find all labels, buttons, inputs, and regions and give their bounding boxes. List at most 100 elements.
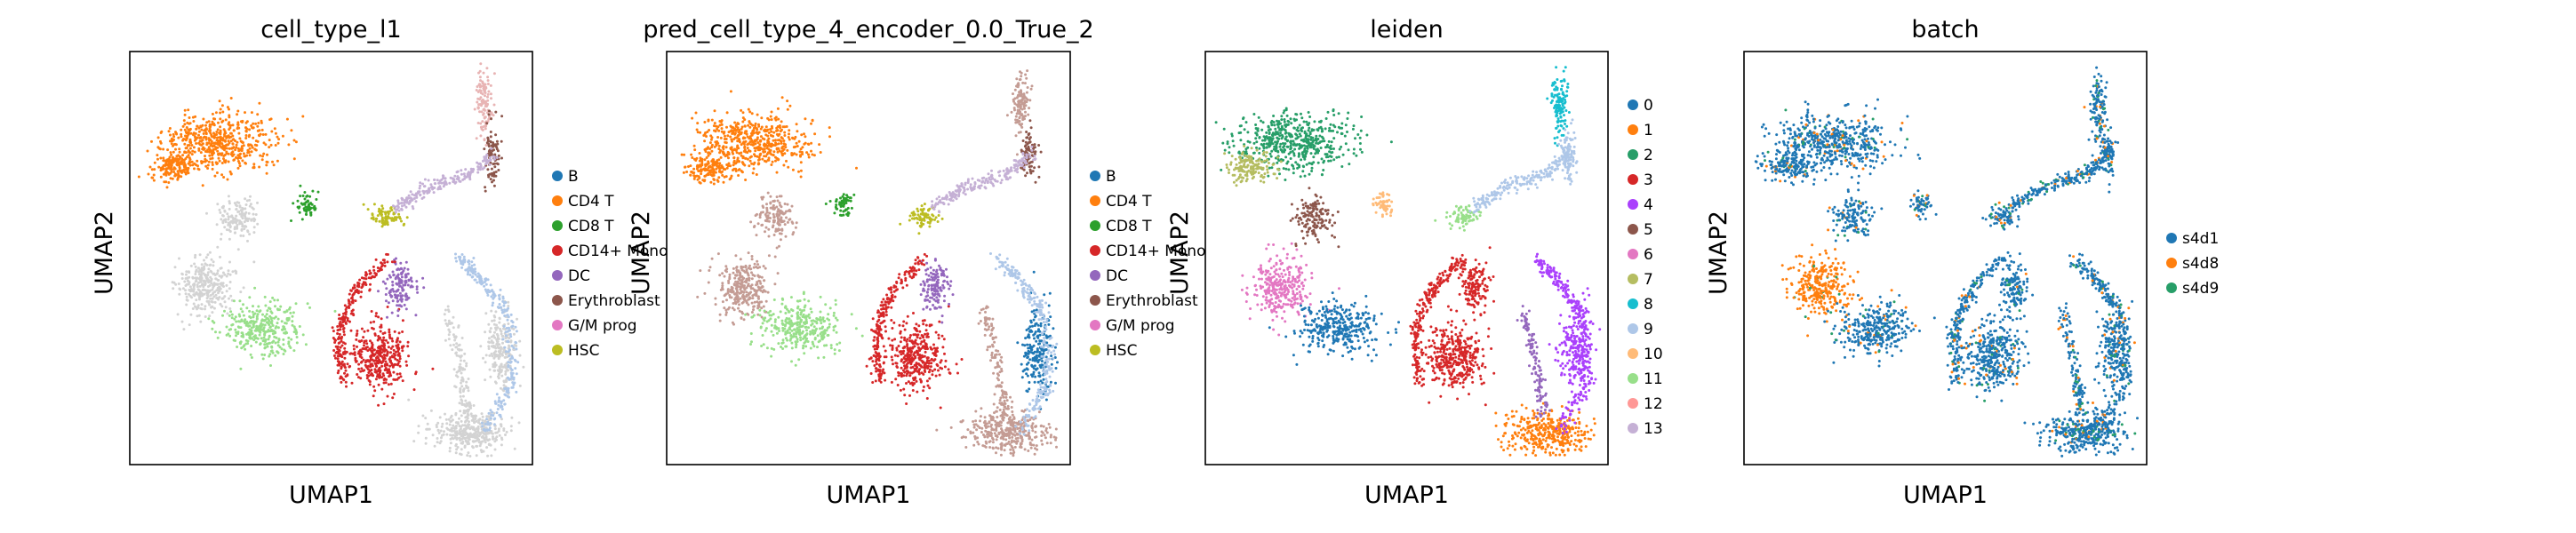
cell-point (480, 449, 484, 453)
cell-point (785, 159, 788, 163)
cell-point (493, 400, 497, 403)
cell-point (453, 426, 457, 429)
cell-point (172, 166, 176, 170)
cell-point (492, 352, 496, 355)
cell-point (378, 211, 381, 215)
cell-point (385, 354, 388, 357)
cell-point (389, 351, 392, 354)
cell-point (473, 440, 476, 443)
cell-point (507, 350, 510, 354)
cell-point (248, 198, 252, 202)
cell-point (772, 131, 776, 134)
cell-point (340, 355, 344, 359)
cell-point (298, 211, 301, 214)
cell-point (440, 436, 443, 440)
cell-point (720, 127, 724, 131)
cell-point (226, 178, 229, 181)
cell-point (753, 225, 756, 227)
cell-point (774, 227, 778, 231)
cell-point (707, 166, 710, 170)
cell-point (299, 195, 302, 198)
cell-point (458, 255, 461, 259)
cell-point (495, 156, 499, 159)
cell-point (485, 418, 489, 421)
cell-point (503, 402, 507, 406)
cell-point (214, 277, 218, 281)
cell-point (424, 442, 428, 445)
cell-point (725, 111, 729, 115)
cell-point (421, 189, 425, 193)
cell-point (239, 367, 243, 370)
cell-point (728, 273, 732, 276)
cell-point (239, 290, 243, 294)
cell-point (710, 149, 714, 153)
cell-point (247, 135, 251, 139)
cell-point (371, 213, 374, 217)
cell-point (776, 125, 780, 128)
cell-point (732, 302, 735, 305)
cell-point (466, 412, 469, 416)
cell-point (232, 153, 236, 156)
cell-point (714, 297, 717, 300)
cell-point (452, 326, 455, 330)
cell-point (268, 353, 272, 356)
cell-point (148, 165, 152, 169)
cell-point (391, 396, 395, 400)
cell-point (480, 127, 484, 131)
cell-point (485, 446, 489, 449)
cell-point (270, 319, 274, 322)
cell-point (264, 346, 268, 349)
cell-point (228, 287, 231, 290)
cell-point (799, 155, 802, 158)
cell-point (226, 312, 229, 315)
cell-point (516, 317, 518, 321)
cell-point (236, 346, 239, 348)
cell-point (497, 169, 500, 171)
cell-point (752, 167, 756, 171)
cell-point (488, 290, 492, 294)
cell-point (384, 293, 388, 296)
cell-point (708, 141, 712, 145)
cell-point (711, 158, 715, 162)
cell-point (743, 145, 747, 148)
cell-point (393, 260, 396, 264)
cell-point (502, 301, 506, 305)
cell-point (276, 326, 280, 330)
cell-point (498, 321, 501, 324)
cell-point (518, 354, 522, 357)
cell-point (489, 327, 492, 330)
cell-point (266, 161, 269, 163)
cell-point (290, 219, 292, 222)
cell-point (457, 325, 460, 329)
cell-point (764, 130, 768, 132)
cell-point (489, 135, 492, 139)
cell-point (476, 281, 479, 284)
cell-point (842, 193, 845, 196)
cell-point (382, 350, 386, 354)
cell-point (756, 222, 760, 226)
cell-point (247, 211, 251, 215)
cell-point (515, 347, 518, 351)
cell-point (387, 215, 390, 218)
cell-point (501, 338, 505, 341)
cell-point (479, 442, 483, 445)
cell-point (229, 172, 233, 176)
cell-point (740, 310, 744, 314)
cell-point (711, 171, 715, 174)
cell-point (699, 269, 702, 273)
cell-point (484, 108, 486, 112)
cell-point (188, 323, 191, 327)
cell-point (691, 156, 694, 159)
cell-point (773, 282, 777, 286)
cell-point (476, 426, 480, 429)
cell-point (290, 338, 293, 341)
cell-point (460, 260, 464, 264)
cell-point (724, 140, 727, 144)
cell-point (203, 279, 205, 282)
cell-point (404, 260, 408, 264)
cell-point (419, 181, 422, 185)
cell-point (729, 290, 732, 293)
cell-point (356, 373, 359, 376)
cell-point (483, 437, 486, 441)
cell-point (721, 282, 724, 285)
